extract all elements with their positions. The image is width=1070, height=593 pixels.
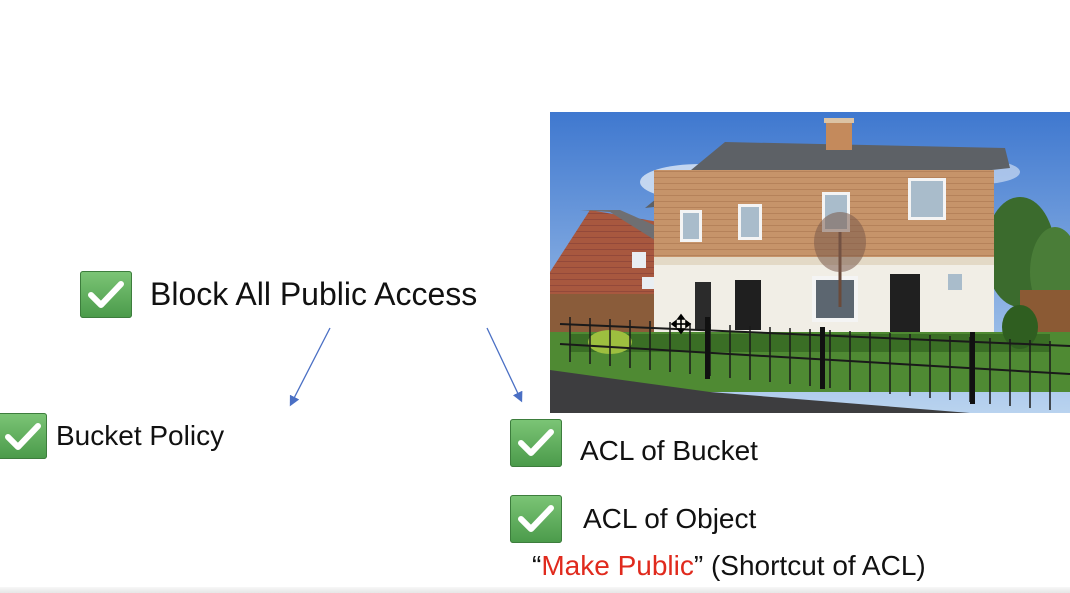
- checkmark-icon: [0, 413, 47, 459]
- bucket-policy-label: Bucket Policy: [56, 420, 225, 451]
- arrow-down-right-icon: [486, 327, 523, 403]
- shortcut-of-acl-text: (Shortcut of ACL): [703, 550, 926, 581]
- arrow-down-left-icon: [289, 327, 331, 407]
- open-quote: “: [532, 550, 542, 581]
- make-public-note: “Make Public” (Shortcut of ACL): [532, 550, 926, 582]
- block-all-public-access-label: Block All Public Access: [150, 276, 478, 312]
- bottom-bar: [0, 587, 1070, 593]
- checkmark-icon: [510, 495, 562, 543]
- checkmark-icon: [80, 271, 132, 318]
- move-cursor-icon: [670, 313, 692, 335]
- acl-of-bucket-label: ACL of Bucket: [580, 435, 758, 466]
- close-quote: ”: [693, 550, 704, 581]
- acl-of-object-label: ACL of Object: [583, 503, 757, 534]
- house-photo: [550, 112, 1070, 413]
- checkmark-icon: [510, 419, 562, 467]
- make-public-highlight: Make Public: [541, 550, 694, 581]
